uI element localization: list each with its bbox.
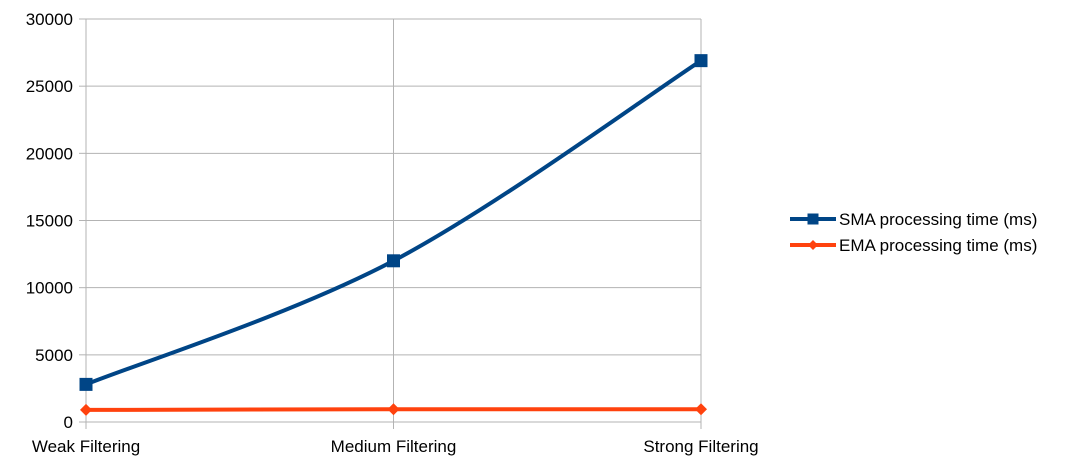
y-tick-label: 0 [64, 413, 73, 432]
series-1-point [387, 254, 400, 268]
axes [79, 18, 702, 429]
legend-item-1-swatch-marker [807, 213, 819, 225]
gridlines [86, 18, 701, 422]
series-markers [79, 54, 708, 416]
x-tick-label: Medium Filtering [331, 437, 457, 456]
y-tick-label: 20000 [26, 144, 73, 163]
y-tick-label: 30000 [26, 10, 73, 29]
series-1-point [79, 377, 93, 391]
series-2-point [80, 403, 92, 416]
y-tick-labels: 0 5000 10000 15000 20000 25000 30000 [26, 10, 73, 432]
legend-item-2-swatch-marker [808, 240, 818, 250]
x-tick-label: Weak Filtering [32, 437, 140, 456]
x-tick-labels: Weak Filtering Medium Filtering Strong Fil… [32, 437, 759, 456]
series-2-point [387, 403, 400, 416]
y-tick-label: 15000 [26, 212, 73, 231]
y-tick-label: 5000 [35, 346, 73, 365]
series-2-point [695, 403, 707, 416]
series-1-point [694, 54, 708, 68]
y-tick-label: 25000 [26, 77, 73, 96]
legend-item-1-label: SMA processing time (ms) [839, 210, 1037, 229]
y-tick-label: 10000 [26, 279, 73, 298]
legend: SMA processing time (ms) EMA processing t… [790, 210, 1037, 255]
x-tick-label: Strong Filtering [643, 437, 758, 456]
legend-item-2-label: EMA processing time (ms) [839, 236, 1037, 255]
